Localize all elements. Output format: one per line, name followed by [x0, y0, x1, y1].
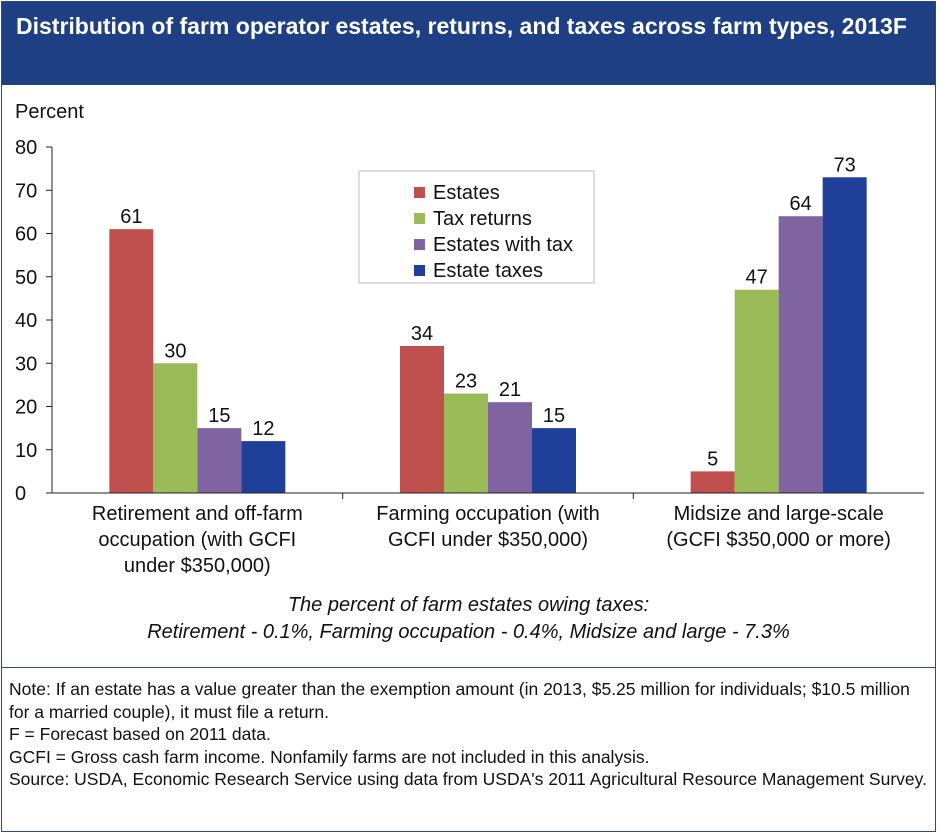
- taxes-owed-note: The percent of farm estates owing taxes:…: [2, 592, 935, 646]
- category-label-line: under $350,000): [124, 555, 271, 577]
- footnote-source: Source: USDA, Economic Research Service …: [9, 769, 927, 789]
- bar-value-label: 15: [208, 405, 230, 427]
- bars: 61 30 15 12 34 23 21 15 5 47 64 73: [109, 154, 867, 494]
- legend-box: [358, 170, 595, 284]
- category-label-line: Retirement and off-farm: [92, 503, 303, 525]
- legend-label-estate-taxes: Estate taxes: [433, 260, 543, 282]
- taxes-owed-note-line1: The percent of farm estates owing taxes:: [287, 594, 650, 616]
- bar-value-label: 5: [707, 448, 718, 470]
- bar-estate-taxes: [241, 441, 286, 493]
- bar-value-label: 34: [411, 323, 433, 345]
- legend-swatch-tax-returns: [414, 213, 425, 224]
- x-axis: Retirement and off-farm occupation (with …: [52, 492, 924, 577]
- bar-estates: [690, 471, 735, 493]
- legend: Estates Tax returns Estates with tax Estate…: [358, 170, 595, 284]
- y-tick-label: 60: [15, 224, 37, 246]
- bar-estates: [109, 229, 154, 494]
- bar-value-label: 12: [252, 418, 274, 440]
- chart-title: Distribution of farm operator estates, r…: [16, 13, 907, 39]
- bar-estates-with-tax: [778, 216, 823, 493]
- category-label-line: GCFI under $350,000): [388, 529, 588, 551]
- y-tick-label: 10: [15, 440, 37, 462]
- chart-title-bar: Distribution of farm operator estates, r…: [2, 2, 935, 85]
- y-axis-label: Percent: [15, 101, 84, 123]
- bar-chart: Percent 0 10 20 30 40 50 60 70 80 61 30 15 12 34 23 21 1…: [15, 101, 924, 577]
- bar-estates-with-tax: [488, 402, 532, 493]
- legend-swatch-estates-with-tax: [414, 239, 425, 250]
- bar-value-label: 15: [543, 405, 565, 427]
- y-tick-label: 30: [15, 353, 37, 375]
- bar-value-label: 30: [164, 340, 186, 362]
- legend-label-estates: Estates: [433, 182, 500, 204]
- bar-estates-with-tax: [197, 428, 242, 493]
- divider: [2, 667, 935, 668]
- bar-tax-returns: [734, 289, 779, 493]
- footnotes: Note: If an estate has a value greater t…: [9, 678, 927, 791]
- bar-value-label: 73: [834, 154, 856, 176]
- legend-label-tax-returns: Tax returns: [433, 208, 532, 230]
- bar-tax-returns: [153, 363, 198, 493]
- y-tick-label: 40: [15, 310, 37, 332]
- category-label-line: Farming occupation (with: [376, 503, 599, 525]
- footnote-forecast: F = Forecast based on 2011 data.: [9, 724, 271, 744]
- footnote-gcfi: GCFI = Gross cash farm income. Nonfamily…: [9, 746, 650, 767]
- category-label-line: Midsize and large-scale: [674, 503, 884, 525]
- bar-value-label: 47: [746, 267, 768, 289]
- bar-estate-taxes: [532, 428, 576, 493]
- legend-swatch-estate-taxes: [414, 265, 425, 276]
- category-label: Farming occupation (with GCFI under $350,…: [376, 503, 599, 551]
- y-tick-label: 0: [15, 483, 26, 505]
- category-label-line: occupation (with GCFI: [98, 529, 296, 551]
- y-tick-label: 20: [15, 397, 37, 419]
- bar-value-label: 61: [120, 206, 142, 228]
- bar-value-label: 64: [790, 193, 812, 215]
- category-label: Midsize and large-scale (GCFI $350,000 or…: [666, 503, 891, 551]
- y-tick-label: 80: [15, 137, 37, 159]
- y-axis: Percent 0 10 20 30 40 50 60 70 80: [15, 101, 84, 505]
- taxes-owed-note-line2: Retirement - 0.1%, Farming occupation - …: [147, 621, 790, 643]
- category-label: Retirement and off-farm occupation (with …: [92, 503, 303, 577]
- footnote-exemption: Note: If an estate has a value greater t…: [9, 679, 910, 722]
- bar-value-label: 21: [499, 379, 521, 401]
- legend-swatch-estates: [414, 187, 425, 198]
- y-tick-label: 50: [15, 267, 37, 289]
- legend-label-estates-with-tax: Estates with tax: [433, 234, 573, 256]
- bar-value-label: 23: [455, 371, 477, 393]
- bar-tax-returns: [444, 393, 488, 493]
- bar-estates: [400, 345, 444, 493]
- category-label-line: (GCFI $350,000 or more): [666, 529, 891, 551]
- y-tick-label: 70: [15, 180, 37, 202]
- bar-estate-taxes: [822, 177, 867, 493]
